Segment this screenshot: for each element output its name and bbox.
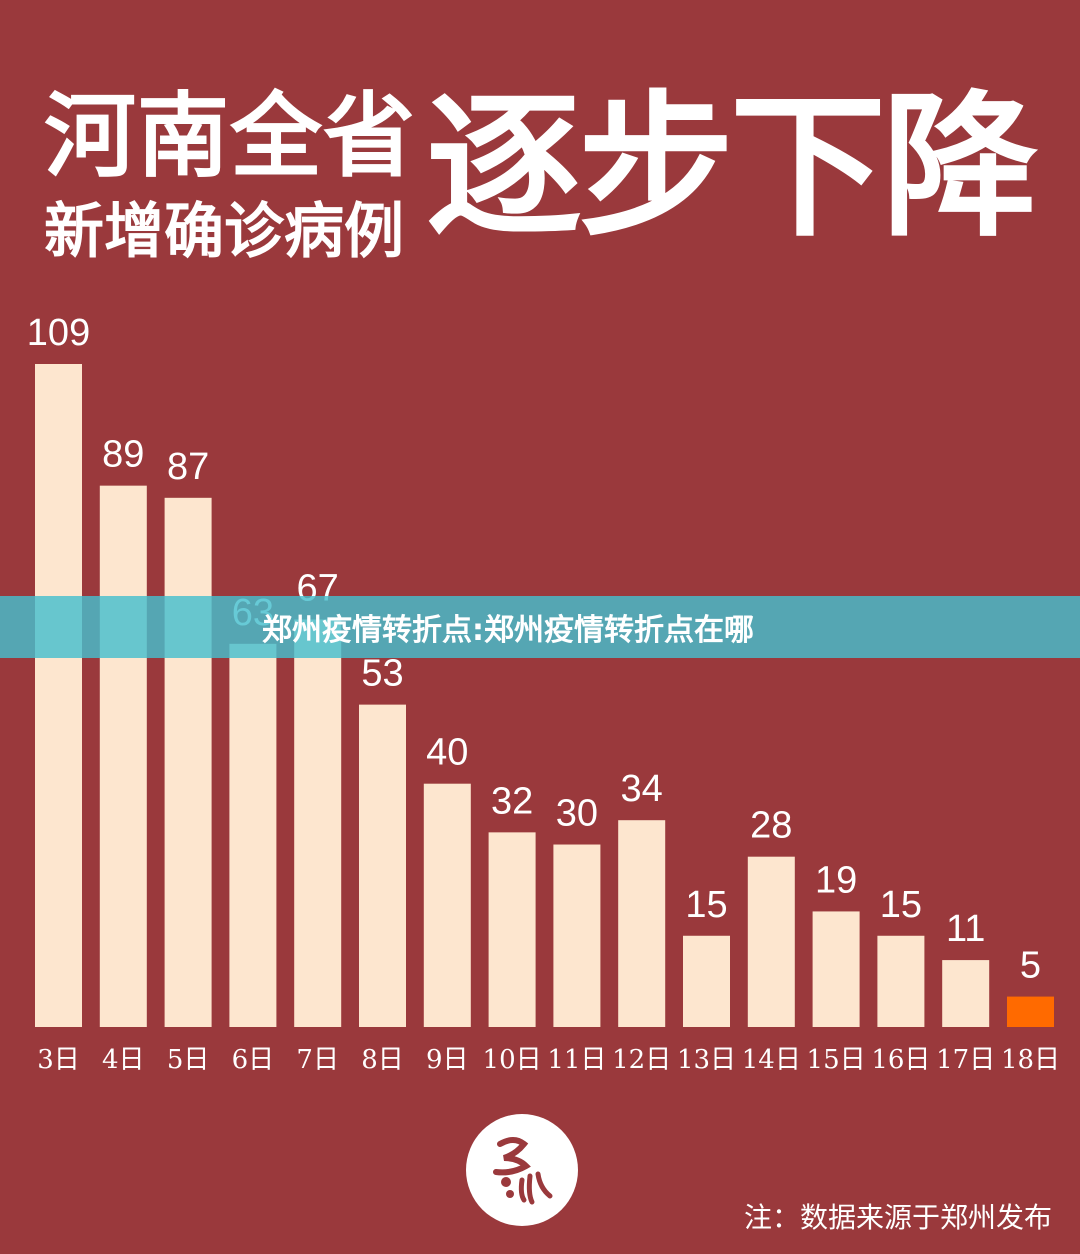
bar-10日 bbox=[488, 832, 536, 1027]
data-label-13日: 15 bbox=[685, 884, 727, 926]
data-label-14日: 28 bbox=[750, 805, 792, 847]
x-tick-label-3日: 3日 bbox=[37, 1045, 80, 1075]
data-label-9日: 40 bbox=[426, 732, 468, 774]
source-note: 注：数据来源于郑州发布 bbox=[743, 1201, 1052, 1234]
x-tick-label-4日: 4日 bbox=[102, 1045, 145, 1075]
overlay-banner-text: 郑州疫情转折点:郑州疫情转折点在哪 bbox=[262, 613, 754, 648]
bar-15日 bbox=[812, 911, 860, 1027]
bar-17日 bbox=[942, 960, 990, 1027]
x-tick-label-13日: 13日 bbox=[677, 1045, 736, 1075]
title-province: 河南全省 bbox=[44, 83, 417, 190]
bar-chart: 1093日894日875日636日677日538日409日3210日3011日3… bbox=[27, 312, 1060, 1075]
title-new-cases: 新增确诊病例 bbox=[44, 197, 404, 267]
bar-3日 bbox=[35, 364, 82, 1027]
x-tick-label-10日: 10日 bbox=[483, 1045, 542, 1075]
data-label-11日: 30 bbox=[556, 793, 598, 835]
data-label-4日: 89 bbox=[102, 434, 144, 476]
bar-9日 bbox=[423, 783, 471, 1027]
x-tick-label-7日: 7日 bbox=[296, 1045, 339, 1075]
overlay-banner: 郑州疫情转折点:郑州疫情转折点在哪 bbox=[0, 596, 1080, 658]
bar-11日 bbox=[553, 844, 601, 1027]
data-label-8日: 53 bbox=[361, 653, 403, 695]
chart-title-left: 河南全省 新增确诊病例 bbox=[44, 82, 416, 270]
x-tick-label-16日: 16日 bbox=[871, 1045, 930, 1075]
bar-7日 bbox=[294, 619, 342, 1027]
x-tick-label-18日: 18日 bbox=[1001, 1045, 1060, 1075]
data-label-5日: 87 bbox=[167, 446, 209, 488]
bar-16日 bbox=[877, 935, 925, 1027]
x-tick-label-5日: 5日 bbox=[167, 1045, 210, 1075]
data-label-16日: 15 bbox=[880, 884, 922, 926]
x-tick-label-9日: 9日 bbox=[426, 1045, 469, 1075]
data-label-3日: 109 bbox=[27, 312, 90, 354]
bar-6日 bbox=[229, 643, 277, 1027]
title-emphasis: 逐步下降 bbox=[426, 76, 1038, 258]
x-tick-label-12日: 12日 bbox=[612, 1045, 671, 1075]
x-tick-label-11日: 11日 bbox=[547, 1045, 606, 1075]
data-label-10日: 32 bbox=[491, 780, 533, 822]
x-tick-label-15日: 15日 bbox=[807, 1045, 866, 1075]
bar-12日 bbox=[618, 820, 666, 1027]
bar-18日 bbox=[1007, 996, 1054, 1027]
x-tick-label-8日: 8日 bbox=[361, 1045, 404, 1075]
bar-8日 bbox=[359, 704, 406, 1027]
data-label-17日: 11 bbox=[946, 908, 985, 950]
bar-14日 bbox=[747, 856, 795, 1027]
calligraphy-seal-logo-icon bbox=[468, 1116, 576, 1224]
data-label-12日: 34 bbox=[621, 768, 663, 810]
bar-13日 bbox=[683, 935, 730, 1027]
data-label-15日: 19 bbox=[815, 859, 857, 901]
data-label-18日: 5 bbox=[1020, 945, 1041, 987]
bar-4日 bbox=[99, 485, 147, 1027]
logo bbox=[466, 1114, 578, 1226]
x-tick-label-14日: 14日 bbox=[742, 1045, 801, 1075]
bar-5日 bbox=[164, 497, 212, 1027]
x-tick-label-6日: 6日 bbox=[232, 1045, 275, 1075]
x-tick-label-17日: 17日 bbox=[936, 1045, 995, 1075]
